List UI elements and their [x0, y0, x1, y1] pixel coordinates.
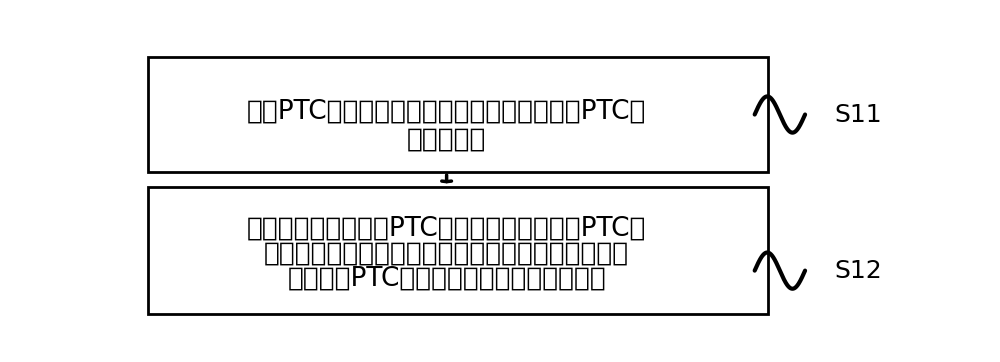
Text: 热单元温度: 热单元温度	[407, 127, 486, 153]
Text: 加热器的工作状态，和或，直流变频风机的出风量，: 加热器的工作状态，和或，直流变频风机的出风量，	[264, 241, 629, 267]
Text: 检测PTC电加热器所在环境的回风风速，及，PTC发: 检测PTC电加热器所在环境的回风风速，及，PTC发	[247, 99, 646, 125]
Text: 进而控制PTC电加热器所在环境的回风温度: 进而控制PTC电加热器所在环境的回风温度	[287, 266, 606, 292]
FancyBboxPatch shape	[148, 187, 768, 314]
Text: S12: S12	[834, 258, 882, 283]
Text: 根据所述回风风速及PTC发热单元温度，控制PTC电: 根据所述回风风速及PTC发热单元温度，控制PTC电	[247, 216, 646, 242]
Text: S11: S11	[834, 102, 882, 126]
FancyBboxPatch shape	[148, 58, 768, 172]
